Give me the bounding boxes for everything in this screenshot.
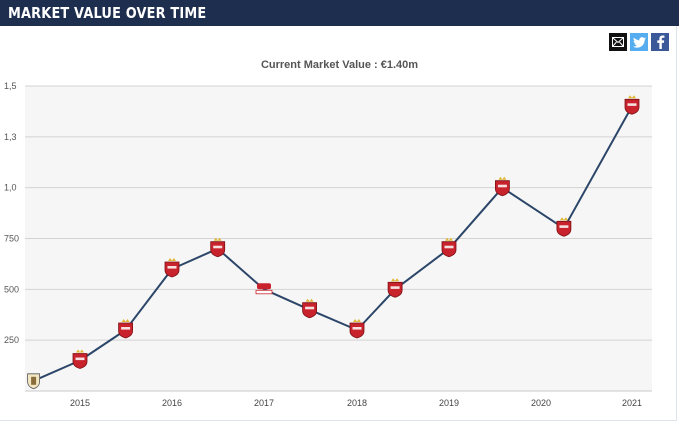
data-point-marker[interactable] [302,298,318,319]
y-tick-label: 750 [4,234,19,244]
data-point-marker[interactable] [72,349,88,369]
data-point-marker[interactable] [624,95,640,115]
y-tick-label: 250 [4,335,19,345]
twitter-share-button[interactable] [630,33,648,51]
x-tick-label: 2020 [531,398,551,408]
facebook-share-button[interactable] [651,33,669,51]
section-title: MARKET VALUE OVER TIME [8,4,207,22]
data-point-marker[interactable] [210,237,226,258]
x-tick-label: 2019 [439,398,459,408]
y-axis-ticks: 250 500 750 1,0 1,3 1,5 [4,81,19,345]
chart-subtitle: Current Market Value : €1.40m [260,59,419,71]
chart-container [0,26,677,421]
data-point-marker[interactable] [27,373,40,390]
y-tick-label: 1,0 [4,183,17,193]
x-tick-label: 2018 [347,398,367,408]
twitter-icon [632,36,646,48]
y-tick-label: 1,5 [4,81,17,91]
x-tick-label: 2016 [162,398,182,408]
facebook-icon [656,35,664,49]
data-point-marker[interactable] [255,283,273,295]
data-point-marker[interactable] [164,258,180,278]
email-icon [612,37,624,47]
x-axis-ticks: 2015 2016 2017 2018 2019 2020 2021 [70,398,642,408]
x-tick-label: 2015 [70,398,90,408]
data-point-marker[interactable] [556,217,572,237]
grid-lines [25,85,652,392]
section-header: MARKET VALUE OVER TIME [0,0,679,26]
email-share-button[interactable] [609,33,627,51]
data-point-marker[interactable] [118,319,133,339]
y-tick-label: 1,3 [4,132,17,142]
data-point-marker[interactable] [494,176,510,197]
x-tick-label: 2017 [254,398,274,408]
data-points [27,95,640,390]
x-tick-label: 2021 [622,398,642,408]
data-point-marker[interactable] [349,319,365,339]
data-point-marker[interactable] [441,237,457,258]
y-tick-label: 500 [4,284,19,294]
data-point-marker[interactable] [387,278,403,298]
